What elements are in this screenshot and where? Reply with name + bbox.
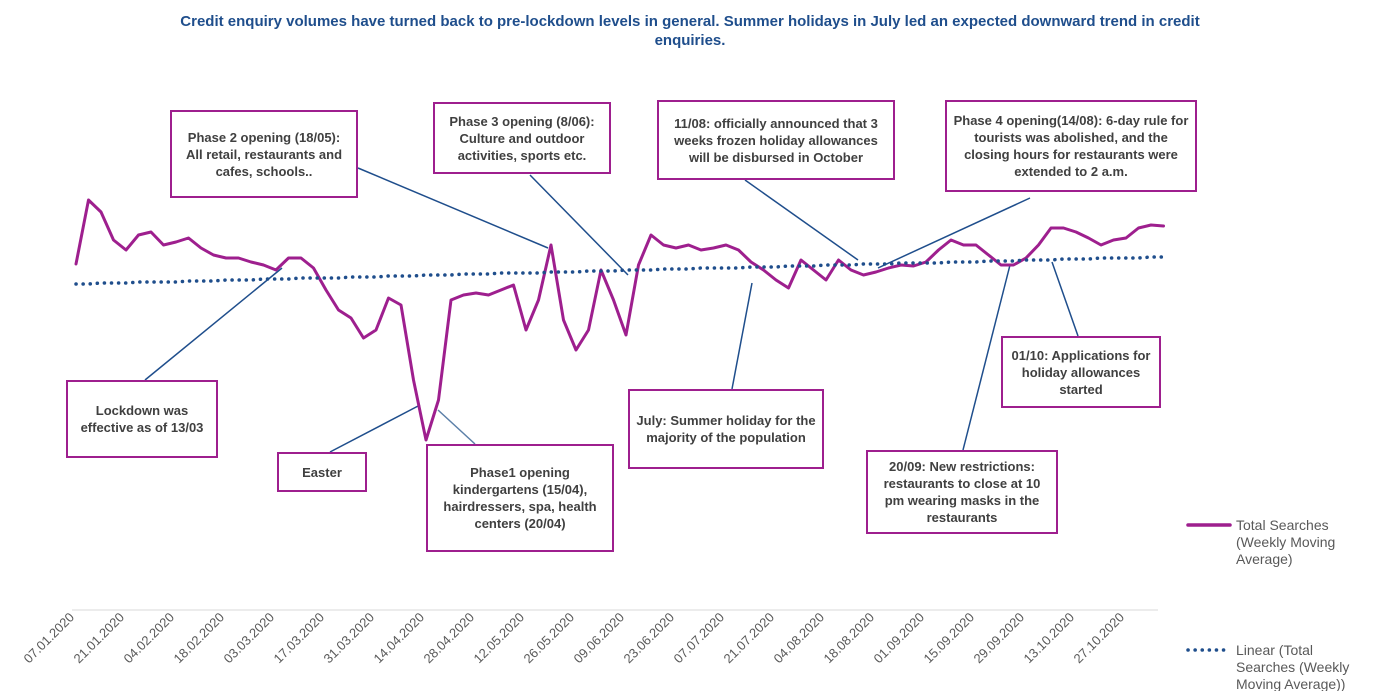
x-tick-label: 04.02.2020 [120,610,177,667]
legend-label: Total Searches (Weekly Moving Average) [1236,517,1336,567]
x-tick-label: 07.07.2020 [670,610,727,667]
annotation: Easter [277,452,367,492]
x-tick-label: 03.03.2020 [220,610,277,667]
annotation: Phase1 opening kindergartens (15/04), ha… [426,444,614,552]
pointer-line [744,179,859,261]
annotation: Phase 4 opening(14/08): 6-day rule for t… [945,100,1197,192]
annotation: July: Summer holiday for the majority of… [628,389,824,469]
pointer-line [877,197,1031,269]
pointer-line [529,174,629,276]
series-line [74,198,1165,442]
x-tick-label: 29.09.2020 [970,610,1027,667]
annotation: 11/08: officially announced that 3 weeks… [657,100,895,180]
annotation: Phase 3 opening (8/06): Culture and outd… [433,102,611,174]
x-tick-label: 18.08.2020 [820,610,877,667]
x-tick-label: 21.07.2020 [720,610,777,667]
pointer-line [731,282,753,390]
pointer-line [437,409,476,445]
x-tick-label: 26.05.2020 [520,610,577,667]
x-tick-label: 23.06.2020 [620,610,677,667]
series-line [74,255,1166,286]
x-tick-label: 28.04.2020 [420,610,477,667]
annotation: 01/10: Applications for holiday allowanc… [1001,336,1161,408]
x-tick-label: 17.03.2020 [270,610,327,667]
x-tick-label: 13.10.2020 [1020,610,1077,667]
legend-label: Linear (Total Searches (Weekly Moving Av… [1236,642,1350,691]
x-tick-label: 21.01.2020 [70,610,127,667]
x-tick-label: 01.09.2020 [870,610,927,667]
x-tick-label: 04.08.2020 [770,610,827,667]
x-tick-label: 15.09.2020 [920,610,977,667]
annotation: Phase 2 opening (18/05): All retail, res… [170,110,358,198]
x-tick-label: 14.04.2020 [370,610,427,667]
pointer-line [357,167,549,249]
chart-title: Credit enquiry volumes have turned back … [180,13,1200,49]
pointer-line [144,267,283,381]
x-tick-label: 31.03.2020 [320,610,377,667]
pointer-line [962,264,1011,451]
x-tick-label: 07.01.2020 [20,610,77,667]
annotation: 20/09: New restrictions: restaurants to … [866,450,1058,534]
x-tick-label: 18.02.2020 [170,610,227,667]
x-tick-label: 27.10.2020 [1070,610,1127,667]
annotation: Lockdown was effective as of 13/03 [66,380,218,458]
pointer-line [329,404,421,453]
x-tick-label: 12.05.2020 [470,610,527,667]
x-tick-label: 09.06.2020 [570,610,627,667]
pointer-line [1051,261,1079,337]
